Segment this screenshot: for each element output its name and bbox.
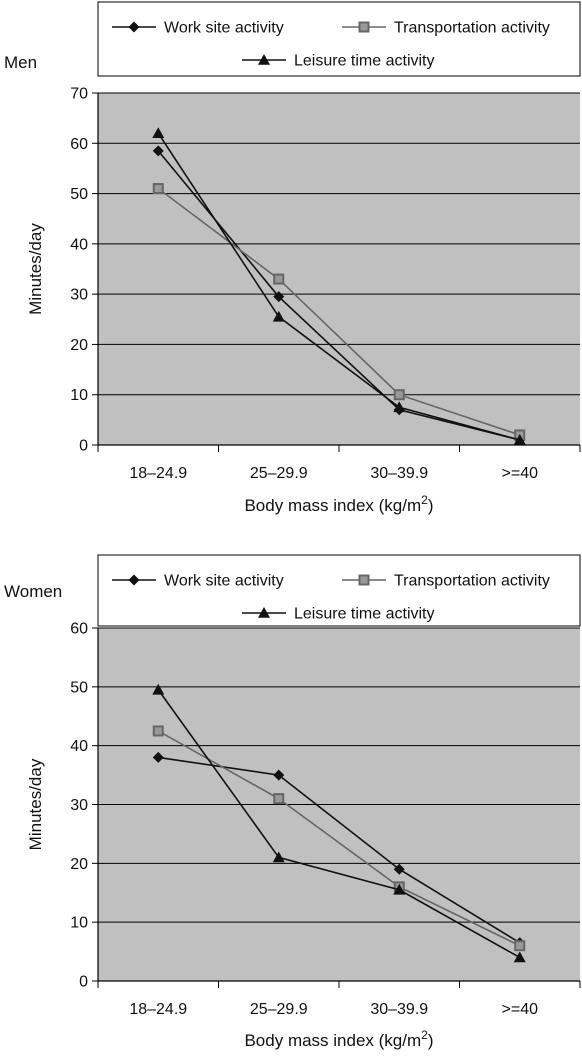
x-axis-title: Body mass index (kg/m2) bbox=[244, 1028, 433, 1050]
y-tick-label: 60 bbox=[70, 136, 88, 153]
data-point bbox=[393, 863, 405, 875]
data-point bbox=[152, 751, 164, 763]
panel-label: Men bbox=[4, 53, 37, 72]
y-tick-label: 10 bbox=[70, 387, 88, 404]
y-tick-label: 30 bbox=[70, 287, 88, 304]
series-line bbox=[158, 756, 521, 944]
y-tick-label: 50 bbox=[70, 186, 88, 203]
y-tick-label: 40 bbox=[70, 738, 88, 755]
data-point bbox=[273, 793, 285, 805]
data-point bbox=[152, 145, 164, 157]
legend-label: Leisure time activity bbox=[294, 606, 435, 623]
y-tick-label: 30 bbox=[70, 797, 88, 814]
x-tick-label: >=40 bbox=[502, 1001, 539, 1018]
legend-label: Work site activity bbox=[164, 20, 284, 37]
legend-marker bbox=[258, 607, 270, 618]
y-tick-label: 20 bbox=[70, 337, 88, 354]
y-tick-label: 10 bbox=[70, 915, 88, 932]
data-point bbox=[273, 769, 285, 781]
legend: Work site activity Transportation activit… bbox=[97, 1, 581, 77]
data-point bbox=[152, 127, 165, 139]
data-point bbox=[393, 389, 405, 401]
y-tick-label: 0 bbox=[79, 438, 88, 455]
data-point bbox=[152, 725, 164, 737]
series-line bbox=[157, 730, 521, 947]
legend-entry-3: Leisure time activity bbox=[242, 606, 435, 623]
series-line bbox=[157, 132, 520, 441]
x-tick-label: 25–29.9 bbox=[250, 465, 308, 482]
data-point bbox=[393, 883, 406, 895]
y-tick-label: 0 bbox=[79, 974, 88, 991]
data-point bbox=[513, 951, 526, 963]
legend-marker bbox=[258, 54, 270, 65]
legend-entry-1: Work site activity bbox=[112, 20, 284, 37]
legend-entry-2: Transportation activity bbox=[342, 573, 550, 590]
x-tick-label: >=40 bbox=[502, 465, 539, 482]
x-tick-label: 18–24.9 bbox=[129, 1001, 187, 1018]
data-point bbox=[152, 183, 164, 195]
x-tick-label: 30–39.9 bbox=[370, 465, 428, 482]
panel-label: Women bbox=[4, 582, 62, 601]
series-3 bbox=[152, 683, 526, 963]
legend-label: Transportation activity bbox=[394, 20, 550, 37]
data-point bbox=[272, 310, 285, 322]
legend-entry-3: Leisure time activity bbox=[242, 53, 435, 70]
y-axis-title: Minutes/day bbox=[26, 223, 45, 315]
y-axis-title: Minutes/day bbox=[26, 758, 45, 850]
data-point bbox=[514, 940, 526, 952]
legend-marker bbox=[128, 574, 140, 586]
legend: Work site activity Transportation activit… bbox=[97, 554, 581, 627]
x-tick-label: 18–24.9 bbox=[129, 465, 187, 482]
y-tick-label: 60 bbox=[70, 621, 88, 638]
legend-box bbox=[97, 1, 581, 77]
data-point bbox=[393, 401, 406, 413]
y-tick-label: 40 bbox=[70, 236, 88, 253]
plot-area bbox=[98, 93, 580, 445]
chart-panel-1: 0 10 20 30 40 50 60 70 18–24.9 25–29.9 30–39.9 >=40… bbox=[4, 1, 581, 515]
y-tick-label: 70 bbox=[70, 86, 88, 103]
legend-marker bbox=[358, 574, 370, 586]
legend-box bbox=[97, 554, 581, 627]
legend-label: Transportation activity bbox=[394, 573, 550, 590]
legend-entry-2: Transportation activity bbox=[342, 20, 550, 37]
x-tick-label: 25–29.9 bbox=[250, 1001, 308, 1018]
series-3 bbox=[152, 127, 526, 445]
legend-label: Work site activity bbox=[164, 573, 284, 590]
y-tick-label: 50 bbox=[70, 679, 88, 696]
legend-entry-1: Work site activity bbox=[112, 573, 284, 590]
x-tick-label: 30–39.9 bbox=[370, 1001, 428, 1018]
legend-marker bbox=[358, 21, 370, 33]
data-point bbox=[273, 291, 285, 303]
series-line bbox=[157, 187, 521, 436]
data-point bbox=[273, 273, 285, 285]
series-line bbox=[157, 689, 521, 959]
legend-label: Leisure time activity bbox=[294, 53, 435, 70]
data-point bbox=[272, 851, 285, 863]
data-point bbox=[152, 683, 165, 695]
y-tick-label: 20 bbox=[70, 856, 88, 873]
x-axis-title: Body mass index (kg/m2) bbox=[244, 493, 433, 515]
legend-marker bbox=[128, 21, 140, 33]
data-point bbox=[513, 433, 526, 445]
chart-panel-2: 0 10 20 30 40 50 60 18–24.9 25–29.9 30–39.9 >=40 Mi… bbox=[4, 554, 581, 1050]
